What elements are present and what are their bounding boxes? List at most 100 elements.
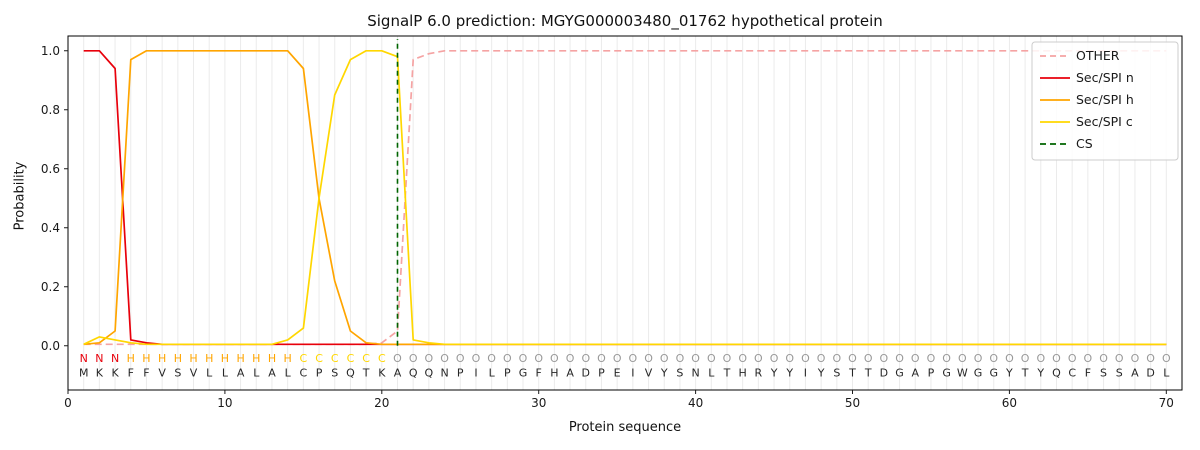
- svg-text:N: N: [95, 352, 103, 365]
- svg-text:0.0: 0.0: [41, 339, 60, 353]
- svg-text:O: O: [785, 352, 794, 365]
- svg-text:O: O: [597, 352, 606, 365]
- svg-text:O: O: [832, 352, 841, 365]
- svg-text:F: F: [536, 367, 542, 380]
- svg-text:G: G: [989, 367, 998, 380]
- svg-text:G: G: [942, 367, 951, 380]
- svg-text:H: H: [252, 352, 260, 365]
- svg-text:O: O: [864, 352, 873, 365]
- svg-text:T: T: [1021, 367, 1029, 380]
- svg-text:N: N: [80, 352, 88, 365]
- svg-text:L: L: [253, 367, 260, 380]
- svg-text:H: H: [189, 352, 197, 365]
- svg-text:O: O: [644, 352, 653, 365]
- svg-text:O: O: [754, 352, 763, 365]
- sequence-letters: NMNKNKHFHFHVHSHVHLHLHAHLHAHLCCCPCSCQCTCK…: [79, 352, 1171, 380]
- svg-text:V: V: [645, 367, 653, 380]
- svg-text:30: 30: [531, 396, 546, 410]
- svg-text:L: L: [708, 367, 715, 380]
- legend-label: Sec/SPI n: [1076, 70, 1134, 85]
- svg-text:O: O: [1036, 352, 1045, 365]
- svg-text:O: O: [550, 352, 559, 365]
- x-axis-label: Protein sequence: [568, 420, 682, 435]
- svg-text:I: I: [474, 367, 477, 380]
- svg-text:H: H: [127, 352, 135, 365]
- svg-text:O: O: [974, 352, 983, 365]
- svg-text:D: D: [880, 367, 888, 380]
- series-Sec/SPI c: [83, 49, 1167, 346]
- svg-text:O: O: [629, 352, 638, 365]
- svg-text:O: O: [817, 352, 826, 365]
- y-axis-label: Probability: [12, 161, 28, 231]
- svg-text:Q: Q: [346, 367, 355, 380]
- svg-text:C: C: [1068, 367, 1076, 380]
- svg-text:0: 0: [64, 396, 72, 410]
- svg-text:O: O: [801, 352, 810, 365]
- svg-text:60: 60: [1002, 396, 1017, 410]
- svg-text:O: O: [613, 352, 622, 365]
- svg-text:I: I: [631, 367, 634, 380]
- svg-text:O: O: [927, 352, 936, 365]
- series-Sec/SPI n: [83, 49, 1167, 346]
- svg-text:O: O: [1084, 352, 1093, 365]
- svg-text:O: O: [989, 352, 998, 365]
- svg-text:A: A: [912, 367, 920, 380]
- svg-text:S: S: [1100, 367, 1107, 380]
- svg-text:1.0: 1.0: [41, 44, 60, 58]
- svg-text:L: L: [489, 367, 496, 380]
- svg-text:O: O: [581, 352, 590, 365]
- svg-text:F: F: [128, 367, 134, 380]
- svg-text:O: O: [770, 352, 779, 365]
- svg-text:Y: Y: [817, 367, 825, 380]
- axes-box: [67, 35, 1183, 391]
- svg-text:G: G: [974, 367, 983, 380]
- svg-text:H: H: [268, 352, 276, 365]
- svg-text:H: H: [550, 367, 558, 380]
- svg-text:G: G: [519, 367, 528, 380]
- svg-text:L: L: [206, 367, 213, 380]
- svg-text:I: I: [804, 367, 807, 380]
- svg-text:N: N: [440, 367, 448, 380]
- svg-text:O: O: [1162, 352, 1171, 365]
- svg-text:H: H: [739, 367, 747, 380]
- legend-label: Sec/SPI c: [1076, 114, 1133, 129]
- svg-text:O: O: [534, 352, 543, 365]
- svg-text:0.2: 0.2: [41, 280, 60, 294]
- svg-text:50: 50: [845, 396, 860, 410]
- svg-text:O: O: [440, 352, 449, 365]
- svg-text:O: O: [1115, 352, 1124, 365]
- svg-text:O: O: [1131, 352, 1140, 365]
- svg-text:Y: Y: [785, 367, 793, 380]
- svg-text:0.6: 0.6: [41, 162, 60, 176]
- svg-text:C: C: [315, 352, 323, 365]
- series-Sec/SPI h: [83, 49, 1167, 346]
- svg-text:O: O: [880, 352, 889, 365]
- svg-text:O: O: [895, 352, 904, 365]
- svg-text:O: O: [738, 352, 747, 365]
- svg-text:H: H: [205, 352, 213, 365]
- svg-text:P: P: [457, 367, 464, 380]
- svg-text:H: H: [284, 352, 292, 365]
- svg-text:O: O: [1099, 352, 1108, 365]
- svg-text:O: O: [1005, 352, 1014, 365]
- svg-text:H: H: [142, 352, 150, 365]
- svg-text:D: D: [1146, 367, 1154, 380]
- svg-text:0.4: 0.4: [41, 221, 60, 235]
- svg-text:O: O: [958, 352, 967, 365]
- svg-text:E: E: [614, 367, 621, 380]
- svg-text:V: V: [158, 367, 166, 380]
- svg-text:O: O: [1052, 352, 1061, 365]
- svg-text:Y: Y: [770, 367, 778, 380]
- svg-text:V: V: [190, 367, 198, 380]
- svg-text:A: A: [237, 367, 245, 380]
- svg-text:Q: Q: [409, 367, 418, 380]
- svg-text:O: O: [911, 352, 920, 365]
- svg-text:O: O: [519, 352, 528, 365]
- svg-text:T: T: [723, 367, 731, 380]
- svg-text:L: L: [285, 367, 292, 380]
- svg-text:O: O: [676, 352, 685, 365]
- svg-text:O: O: [456, 352, 465, 365]
- svg-text:O: O: [707, 352, 716, 365]
- svg-text:C: C: [362, 352, 370, 365]
- svg-text:T: T: [864, 367, 872, 380]
